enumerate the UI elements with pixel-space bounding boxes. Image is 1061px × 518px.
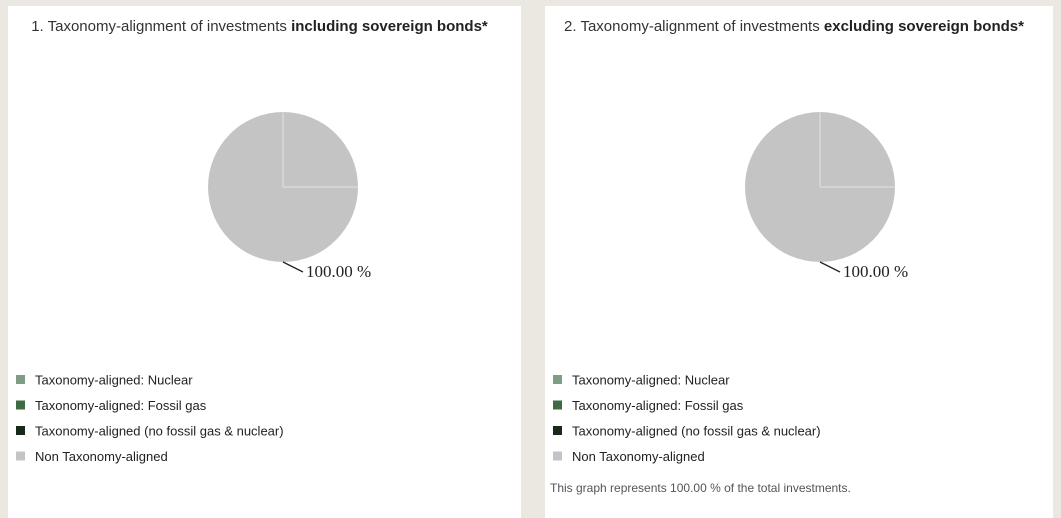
legend-label: Taxonomy-aligned (no fossil gas & nuclea… [572,423,821,438]
chart-panel: 1. Taxonomy-alignment of investments inc… [8,6,521,518]
chart-svg: 100.00 % Taxonomy-aligned: Nuclear Taxonom… [553,112,908,464]
legend-swatch [16,375,25,384]
legend-swatch [553,451,562,461]
title-emphasis: excluding sovereign bonds* [823,18,1024,35]
legend-label: Taxonomy-aligned: Fossil gas [572,398,744,413]
title-text: 2. Taxonomy-alignment of investments [564,18,820,35]
legend-swatch [16,426,25,435]
legend-label: Taxonomy-aligned: Fossil gas [35,398,207,413]
legend-swatch [553,400,562,410]
chart-title: 1. Taxonomy-alignment of investments inc… [18,14,501,39]
legend-label: Non Taxonomy-aligned [35,449,168,464]
chart-panel: 2. Taxonomy-alignment of investments exc… [545,6,1053,518]
title-text: 1. Taxonomy-alignment of investments [31,18,287,35]
legend-label: Non Taxonomy-aligned [572,449,705,464]
leader-line [819,261,841,273]
legend-swatch [553,426,562,435]
legend-swatch [16,451,25,461]
legend-label: Taxonomy-aligned (no fossil gas & nuclea… [35,423,284,438]
title-emphasis: including sovereign bonds* [291,18,488,35]
chart-svg: 100.00 % Taxonomy-aligned: Nuclear Taxonom… [16,112,371,464]
footnote: This graph represents 100.00 % of the to… [550,481,851,495]
legend-label: Taxonomy-aligned: Nuclear [572,372,730,387]
chart-title: 2. Taxonomy-alignment of investments exc… [555,14,1033,39]
value-label: 100.00 % [306,262,371,281]
legend-swatch [553,375,562,384]
legend-label: Taxonomy-aligned: Nuclear [35,372,193,387]
leader-line [282,261,304,273]
legend-swatch [16,400,25,410]
value-label: 100.00 % [843,262,908,281]
